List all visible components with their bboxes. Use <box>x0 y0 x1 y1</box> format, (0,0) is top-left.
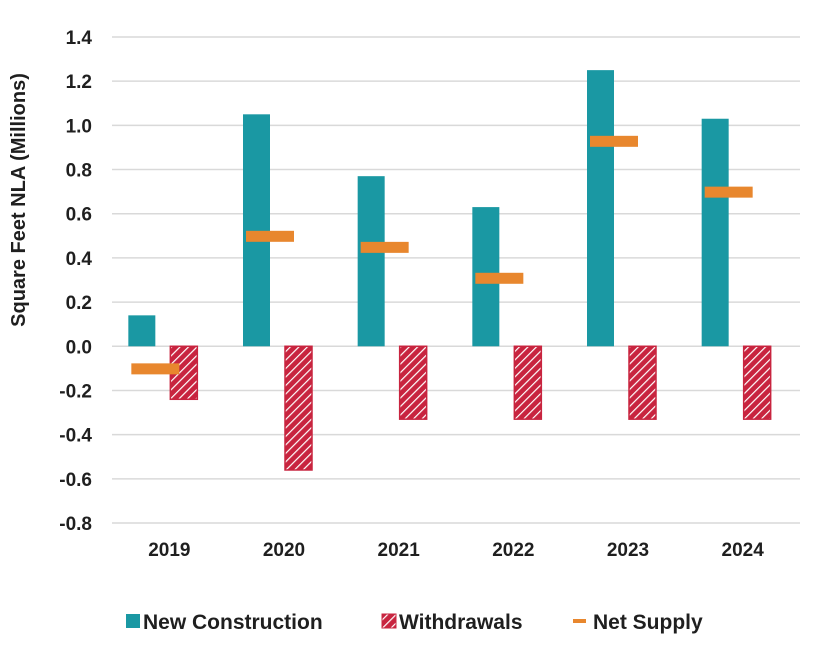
x-tick-label: 2023 <box>607 540 649 561</box>
x-axis-ticks: 2019 2020 2021 2022 2023 2024 <box>148 540 764 561</box>
gridlines <box>112 36 800 524</box>
y-tick-label: -0.4 <box>59 426 92 447</box>
y-tick-label: 1.0 <box>66 116 92 137</box>
bar-withdrawals <box>398 345 428 420</box>
marker-net-supply <box>590 135 638 147</box>
x-tick-label: 2019 <box>148 540 190 561</box>
bar-new-construction <box>357 176 385 347</box>
bar-withdrawals <box>284 345 313 471</box>
legend-swatch-new-construction <box>126 614 140 628</box>
x-tick-label: 2020 <box>263 540 305 561</box>
marker-net-supply <box>360 241 409 253</box>
marker-net-supply <box>704 186 753 198</box>
bar-new-construction <box>128 315 156 347</box>
net-supply-markers <box>131 135 753 375</box>
legend-swatch-withdrawals <box>381 613 397 629</box>
bar-withdrawals <box>628 345 657 420</box>
y-axis-ticks: 1.4 1.2 1.0 0.8 0.6 0.4 0.2 0.0 -0.2 -0.4 -0.6 -0.8 <box>59 28 92 535</box>
marker-net-supply <box>131 363 180 375</box>
bar-new-construction <box>243 114 270 347</box>
legend: New Construction Withdrawals Net Supply <box>126 611 703 634</box>
x-tick-label: 2021 <box>378 540 421 561</box>
legend-label-new-construction: New Construction <box>143 611 323 634</box>
y-tick-label: 1.2 <box>66 72 92 93</box>
y-tick-label: 0.4 <box>66 249 93 270</box>
y-tick-label: 0.2 <box>66 293 92 314</box>
y-tick-label: 0.8 <box>66 161 92 182</box>
y-tick-label: 0.0 <box>66 337 92 358</box>
bars <box>128 70 772 471</box>
bar-new-construction <box>701 118 729 347</box>
bar-withdrawals <box>742 345 772 420</box>
y-tick-label: 1.4 <box>66 28 93 49</box>
legend-label-withdrawals: Withdrawals <box>399 611 523 634</box>
x-tick-label: 2024 <box>722 540 765 561</box>
y-tick-label: -0.8 <box>59 514 92 535</box>
y-axis-title: Square Feet NLA (Millions) <box>8 73 30 327</box>
marker-net-supply <box>475 272 524 284</box>
y-tick-label: -0.2 <box>59 381 92 402</box>
bar-new-construction <box>587 70 614 347</box>
legend-swatch-net-supply <box>573 619 586 623</box>
y-tick-label: -0.6 <box>59 470 92 491</box>
legend-label-net-supply: Net Supply <box>593 611 703 634</box>
y-tick-label: 0.6 <box>66 205 92 226</box>
marker-net-supply <box>246 230 294 242</box>
bar-withdrawals <box>513 345 543 420</box>
x-tick-label: 2022 <box>492 540 534 561</box>
